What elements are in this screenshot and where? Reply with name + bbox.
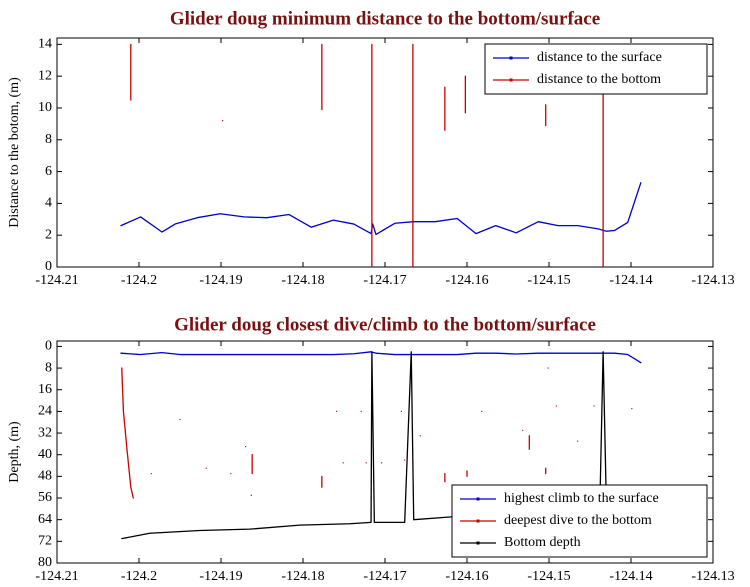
y-tick-label: 0 [45, 259, 52, 274]
y-tick-label: 40 [38, 447, 52, 462]
x-tick-label: -124.2 [121, 273, 157, 288]
legend-swatch-dot [476, 519, 480, 523]
series-line [120, 351, 642, 364]
y-tick-label: 56 [38, 490, 52, 505]
y-tick-label: 8 [45, 132, 52, 147]
y-tick-label: 80 [38, 555, 52, 570]
plot-area: -124.21 -124.2 -124.19 -124.18 -124.17 -124.1… [35, 339, 734, 585]
legend-swatch-dot [509, 78, 513, 82]
x-tick-label: -124.14 [609, 569, 652, 584]
x-tick-label: -124.21 [35, 569, 78, 584]
x-tick-label: -124.15 [527, 569, 570, 584]
legend: highest climb to the surface deepest dive… [451, 484, 708, 558]
y-axis-label: Depth, (m) [7, 421, 22, 483]
chart-title: Glider doug closest dive/climb to the bo… [174, 314, 596, 335]
legend-swatch-dot [509, 56, 513, 60]
legend-swatch-dot [476, 497, 480, 501]
plot-area: -124.21 -124.2 -124.19 -124.18 -124.17 -124.1… [35, 37, 734, 289]
y-tick-label: 48 [38, 469, 52, 484]
y-tick-label: 14 [38, 37, 52, 52]
legend-label: highest climb to the surface [504, 491, 659, 506]
legend-box [484, 43, 708, 95]
y-tick-label: 72 [38, 534, 52, 549]
legend: distance to the surface distance to the b… [484, 43, 708, 95]
x-tick-label: -124.19 [199, 273, 242, 288]
x-tick-label: -124.16 [445, 569, 488, 584]
x-tick-label: -124.18 [281, 569, 324, 584]
x-tick-label: -124.19 [199, 569, 242, 584]
legend-swatch-dot [476, 541, 480, 545]
y-tick-label: 4 [45, 196, 52, 211]
x-tick-label: -124.16 [445, 273, 488, 288]
y-tick-label: 16 [38, 382, 52, 397]
x-tick-label: -124.17 [363, 569, 406, 584]
legend-label: distance to the bottom [537, 72, 661, 87]
y-tick-label: 24 [38, 404, 52, 419]
y-tick-label: 32 [38, 425, 52, 440]
x-tick-label: -124.14 [609, 273, 652, 288]
x-tick-label: -124.15 [527, 273, 570, 288]
legend-label: Bottom depth [504, 535, 581, 550]
legend-label: deepest dive to the bottom [504, 513, 652, 528]
y-tick-label: 6 [45, 164, 52, 179]
y-tick-label: 0 [45, 339, 52, 354]
x-tick-label: -124.18 [281, 273, 324, 288]
chart-title: Glider doug minimum distance to the bott… [170, 8, 600, 29]
y-tick-label: 64 [38, 512, 52, 527]
series-line [120, 182, 642, 236]
y-axis-label: Distance to the botom, (m) [7, 77, 22, 228]
y-tick-label: 12 [38, 68, 52, 83]
x-tick-label: -124.13 [691, 569, 734, 584]
x-tick-label: -124.2 [121, 569, 157, 584]
x-tick-label: -124.21 [35, 273, 78, 288]
y-tick-label: 10 [38, 100, 52, 115]
y-tick-label: 8 [45, 360, 52, 375]
legend-label: distance to the surface [537, 50, 662, 65]
x-tick-label: -124.13 [691, 273, 734, 288]
series-line [121, 367, 633, 499]
series-line [130, 43, 604, 267]
x-tick-label: -124.17 [363, 273, 406, 288]
y-tick-label: 2 [45, 227, 52, 242]
